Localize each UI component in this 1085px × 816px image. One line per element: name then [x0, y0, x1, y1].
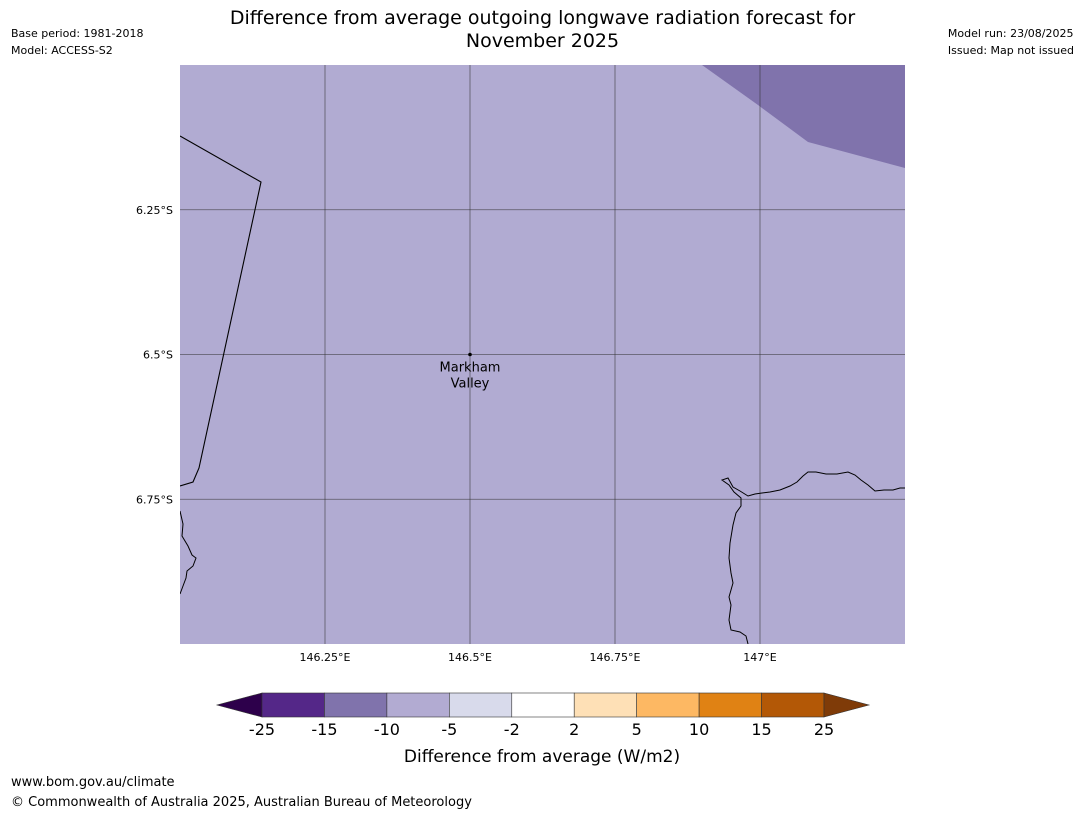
colorbar-title: Difference from average (W/m2) [404, 747, 680, 767]
colorbar-tick-labels: -25 -15 -10 -5 -2 2 5 10 15 25 [249, 720, 834, 739]
longitude-tick-labels: 146.25°E 146.5°E 146.75°E 147°E [300, 651, 777, 664]
colorbar-tick-label: -5 [441, 720, 457, 739]
colorbar-swatch [573, 692, 637, 718]
colorbar [215, 692, 871, 718]
footer: www.bom.gov.au/climate © Commonwealth of… [11, 773, 472, 813]
latitude-tick-label: 6.5°S [143, 349, 173, 362]
map-title-line2: November 2025 [465, 30, 620, 52]
model-run-text: Model run: 23/08/2025 [947, 27, 1074, 40]
place-label-line2: Valley [451, 377, 490, 392]
issued-text: Issued: Map not issued [947, 44, 1074, 57]
colorbar-swatch [261, 692, 325, 718]
colorbar-swatch [636, 692, 700, 718]
model-text: Model: ACCESS-S2 [11, 44, 113, 57]
colorbar-swatch [698, 692, 762, 718]
base-period-text: Base period: 1981-2018 [11, 27, 144, 40]
colorbar-tick-label: 5 [632, 720, 642, 739]
latitude-tick-label: 6.25°S [136, 204, 173, 217]
colorbar-swatch [386, 692, 450, 718]
place-marker [468, 352, 472, 357]
colorbar-under-arrow [215, 692, 263, 718]
longitude-tick-label: 146.75°E [590, 651, 641, 664]
colorbar-tick-label: -2 [504, 720, 520, 739]
map-title: Difference from average outgoing longwav… [180, 7, 905, 53]
colorbar-tick-label: -25 [249, 720, 275, 739]
colorbar-tick-label: 25 [814, 720, 834, 739]
coastline-southwest [180, 510, 197, 595]
colorbar-tick-label: 15 [751, 720, 771, 739]
colorbar-swatch [511, 692, 575, 718]
longitude-tick-label: 147°E [743, 651, 776, 664]
colorbar-swatch [449, 692, 513, 718]
longitude-tick-label: 146.5°E [448, 651, 492, 664]
colorbar-swatch [761, 692, 825, 718]
border-line-west [180, 135, 262, 487]
colorbar-swatch [324, 692, 388, 718]
latitude-tick-label: 6.75°S [136, 493, 173, 506]
colorbar-over-arrow [823, 692, 871, 718]
map-title-line1: Difference from average outgoing longwav… [229, 7, 856, 29]
header-meta-right: Model run: 23/08/2025 Issued: Map not is… [948, 25, 1074, 59]
longitude-tick-label: 146.25°E [300, 651, 351, 664]
anomaly-patch-lower [702, 65, 905, 168]
colorbar-tick-label: -10 [374, 720, 400, 739]
header-meta-left: Base period: 1981-2018 Model: ACCESS-S2 [11, 25, 143, 59]
colorbar-tick-label: 10 [689, 720, 709, 739]
latitude-tick-labels: 6.25°S 6.5°S 6.75°S [136, 204, 173, 507]
place-label-line1: Markham [440, 361, 501, 376]
colorbar-tick-label: 2 [569, 720, 579, 739]
gridlines [180, 65, 905, 644]
footer-url: www.bom.gov.au/climate [11, 775, 175, 790]
footer-copyright: © Commonwealth of Australia 2025, Austra… [11, 795, 472, 810]
colorbar-tick-label: -15 [311, 720, 337, 739]
coastline-southeast [720, 471, 905, 644]
map-area [180, 65, 905, 644]
